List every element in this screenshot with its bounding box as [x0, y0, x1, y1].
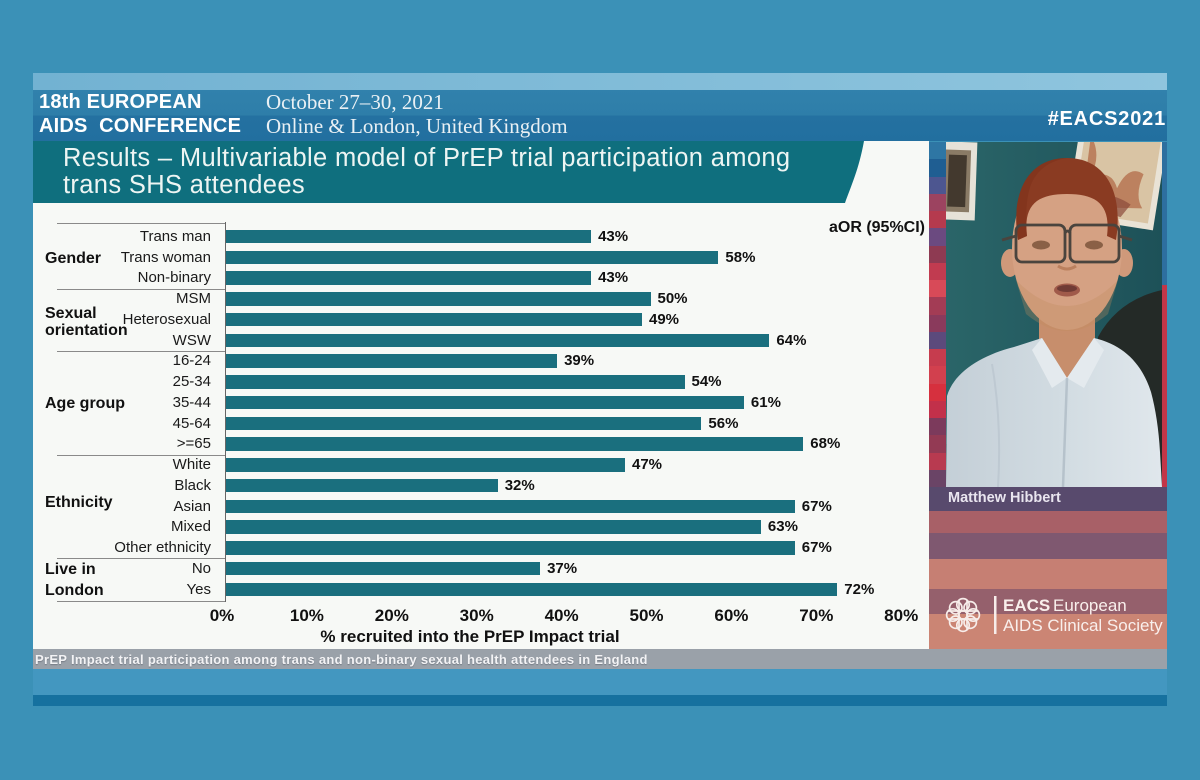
svg-text:EACS: EACS — [1003, 596, 1050, 615]
svg-text:European: European — [1053, 596, 1127, 615]
svg-text:AIDS Clinical Society: AIDS Clinical Society — [1003, 616, 1163, 635]
